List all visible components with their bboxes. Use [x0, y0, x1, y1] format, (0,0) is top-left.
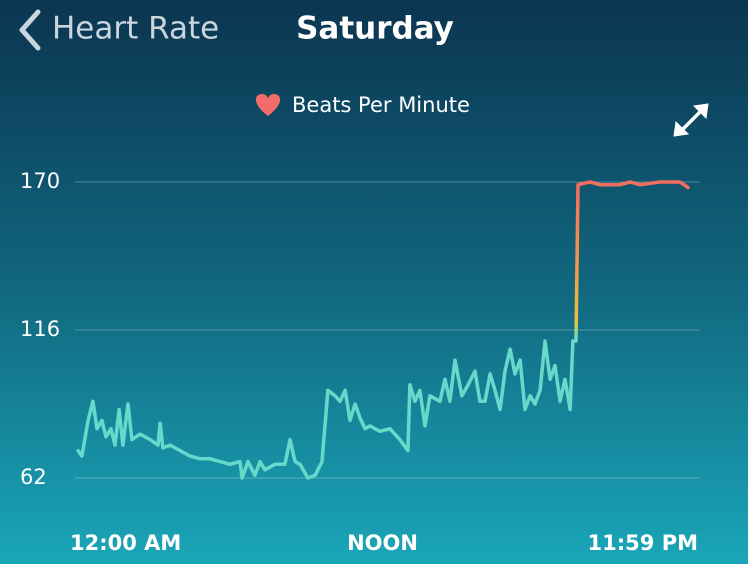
legend-label: Beats Per Minute — [292, 93, 470, 117]
page-title: Saturday — [296, 11, 454, 47]
y-tick-label: 116 — [20, 317, 60, 341]
x-tick-label: 12:00 AM — [70, 531, 181, 555]
y-tick-label: 170 — [20, 169, 60, 193]
x-tick-label: 11:59 PM — [588, 531, 698, 555]
expand-icon[interactable] — [673, 103, 709, 137]
back-button[interactable]: Heart Rate — [52, 11, 219, 47]
heart-rate-line — [76, 180, 690, 480]
back-chevron[interactable] — [19, 9, 41, 51]
x-tick-label: NOON — [347, 531, 418, 555]
y-tick-label: 62 — [20, 465, 47, 489]
legend-icon — [255, 94, 281, 116]
